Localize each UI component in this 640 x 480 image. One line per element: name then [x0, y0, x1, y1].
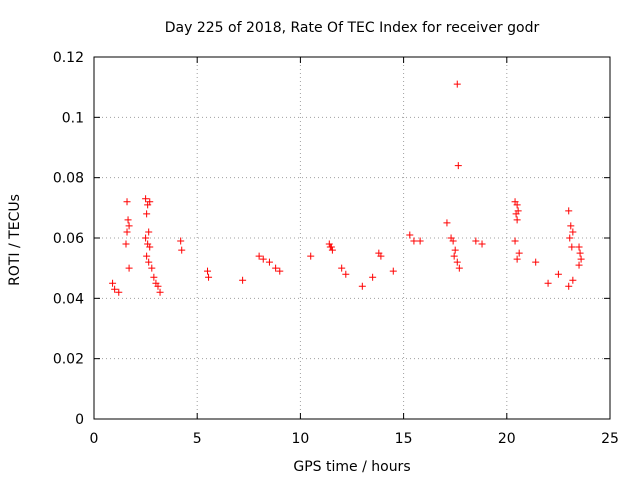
data-point [143, 252, 151, 260]
data-point [145, 258, 153, 266]
data-point [575, 243, 583, 251]
data-point [145, 228, 153, 236]
data-point [239, 276, 247, 284]
data-points [109, 80, 585, 296]
y-tick-label: 0.02 [53, 352, 84, 368]
data-point [513, 201, 521, 209]
data-point [255, 252, 263, 260]
data-point [125, 264, 133, 272]
data-point [478, 240, 486, 248]
data-point [111, 285, 119, 293]
data-point [512, 210, 520, 218]
data-point [377, 252, 385, 260]
data-point [142, 195, 150, 203]
data-point [450, 252, 458, 260]
x-tick-label: 20 [498, 431, 516, 447]
data-point [143, 210, 151, 218]
data-point [124, 216, 132, 224]
x-tick-label: 10 [291, 431, 309, 447]
y-tick-label: 0.06 [53, 231, 84, 247]
data-point [272, 264, 280, 272]
data-point [369, 273, 377, 281]
data-point [109, 279, 117, 287]
data-point [154, 282, 162, 290]
data-point [327, 243, 335, 251]
y-axis-label: ROTI / TECUs [7, 194, 23, 286]
data-point [568, 243, 576, 251]
data-point [449, 237, 457, 245]
data-point [453, 258, 461, 266]
grid-lines [94, 57, 610, 419]
data-point [544, 279, 552, 287]
data-point [566, 234, 574, 242]
data-point [515, 249, 523, 257]
data-point [454, 162, 462, 170]
y-tick-label: 0.04 [53, 291, 84, 307]
data-point [532, 258, 540, 266]
data-point [177, 237, 185, 245]
data-point [338, 264, 346, 272]
data-point [410, 237, 418, 245]
x-tick-label: 5 [193, 431, 202, 447]
data-point [125, 222, 133, 230]
data-point [567, 222, 575, 230]
y-tick-label: 0.08 [53, 171, 84, 187]
data-point [122, 240, 130, 248]
data-point [115, 288, 123, 296]
data-point [142, 234, 150, 242]
y-tick-label: 0.12 [53, 50, 84, 66]
data-point [443, 219, 451, 227]
data-point [148, 264, 156, 272]
y-tick-label: 0 [75, 412, 84, 428]
x-tick-label: 0 [90, 431, 99, 447]
x-tick-labels: 0 5 10 15 20 25 [90, 431, 619, 447]
axis-ticks [93, 56, 611, 420]
data-point [513, 255, 521, 263]
x-tick-label: 15 [395, 431, 413, 447]
data-point [389, 267, 397, 275]
data-point [453, 80, 461, 88]
data-point [205, 273, 213, 281]
data-point [307, 252, 315, 260]
data-point [565, 207, 573, 215]
data-point [123, 198, 131, 206]
data-point [416, 237, 424, 245]
data-point [358, 282, 366, 290]
data-point [259, 255, 267, 263]
data-point [451, 246, 459, 254]
data-point [565, 282, 573, 290]
data-point [342, 270, 350, 278]
data-point [554, 270, 562, 278]
data-point [472, 237, 480, 245]
x-tick-label: 25 [601, 431, 619, 447]
x-axis-label: GPS time / hours [293, 459, 410, 475]
data-point [156, 288, 164, 296]
data-point [146, 243, 154, 251]
data-point [146, 198, 154, 206]
data-point [123, 228, 131, 236]
y-tick-label: 0.1 [62, 110, 84, 126]
data-point [455, 264, 463, 272]
data-point [150, 273, 158, 281]
data-point [576, 249, 584, 257]
data-point [178, 246, 186, 254]
data-point [569, 228, 577, 236]
data-point [577, 255, 585, 263]
data-point [569, 276, 577, 284]
y-tick-labels: 0 0.02 0.04 0.06 0.08 0.1 0.12 [53, 50, 84, 428]
data-point [406, 231, 414, 239]
data-point [276, 267, 284, 275]
data-point [328, 246, 336, 254]
data-point [511, 237, 519, 245]
data-point [513, 216, 521, 224]
chart-title: Day 225 of 2018, Rate Of TEC Index for r… [165, 20, 540, 36]
data-point [265, 258, 273, 266]
data-point [204, 267, 212, 275]
data-point [575, 261, 583, 269]
